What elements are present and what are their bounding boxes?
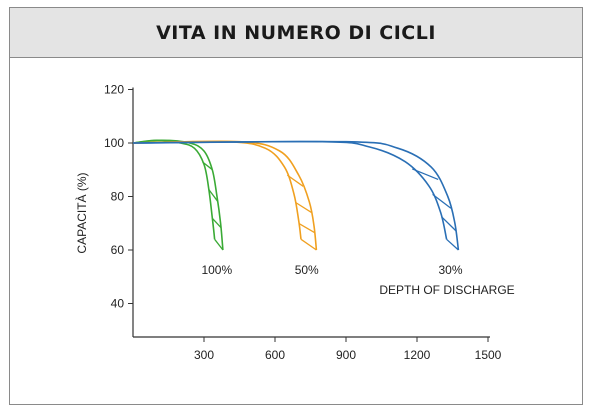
- y-tick-label: 120: [104, 83, 124, 97]
- series-100pct-hatch: [211, 217, 222, 228]
- y-tick-label: 40: [111, 297, 125, 311]
- series-100pct-label: 100%: [201, 263, 232, 277]
- series-100pct-hatch: [214, 238, 224, 251]
- series-30pct-hatch: [446, 238, 459, 251]
- y-tick-label: 100: [104, 136, 124, 150]
- series-50pct-hatch: [286, 174, 304, 187]
- x-tick-label: 600: [265, 348, 285, 362]
- series-50pct-upper-line: [132, 140, 302, 240]
- series-100pct-hatch: [208, 189, 219, 202]
- series-30pct-hatch: [441, 216, 457, 232]
- series-30pct-label: 30%: [438, 263, 462, 277]
- chart-frame: VITA IN NUMERO DI CICLI: [9, 7, 583, 405]
- series-30pct-lower-line: [132, 140, 460, 251]
- y-tick-label: 80: [111, 190, 125, 204]
- series-50pct-label: 50%: [295, 263, 319, 277]
- series-50pct-hatch: [300, 238, 317, 251]
- series-30pct-hatch: [432, 193, 452, 209]
- series-50pct-hatch: [298, 223, 316, 234]
- series-100pct-lower-line: [132, 139, 224, 251]
- x-tick-label: 900: [336, 348, 356, 362]
- series-30pct-upper-line: [132, 140, 448, 240]
- series-50pct-hatch: [295, 201, 312, 213]
- y-axis-label: CAPACITÀ (%): [74, 172, 89, 253]
- x-tick-label: 300: [194, 348, 214, 362]
- x-tick-label: 1200: [404, 348, 431, 362]
- series-100pct-upper-line: [132, 139, 216, 240]
- series-100pct-hatch: [202, 161, 213, 171]
- series-30pct-hatch: [412, 168, 439, 181]
- y-tick-label: 60: [111, 243, 125, 257]
- chart-title: VITA IN NUMERO DI CICLI: [156, 21, 436, 44]
- x-tick-label: 1500: [475, 348, 502, 362]
- depth-of-discharge-annotation: DEPTH OF DISCHARGE: [379, 283, 514, 297]
- series-50pct-lower-line: [132, 140, 318, 251]
- chart-header: VITA IN NUMERO DI CICLI: [10, 8, 582, 58]
